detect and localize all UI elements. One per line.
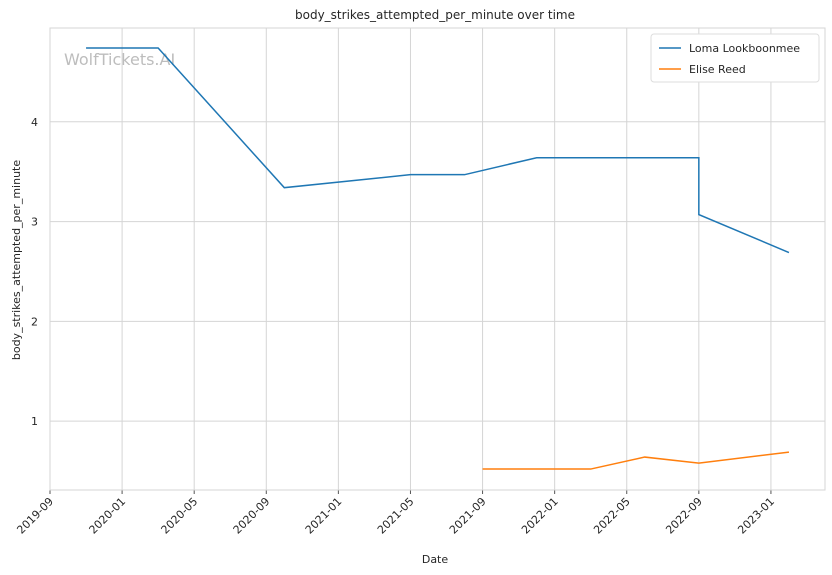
- series-line: [86, 47, 790, 254]
- x-tick-label: 2021-05: [375, 495, 417, 537]
- watermark: WolfTickets.AI: [64, 50, 175, 69]
- x-tick-label: 2020-01: [87, 495, 129, 537]
- y-axis-label: body_strikes_attempted_per_minute: [10, 160, 23, 360]
- y-tick-label: 4: [31, 116, 38, 129]
- legend-label: Elise Reed: [689, 63, 746, 76]
- y-tick-label: 2: [31, 315, 38, 328]
- x-tick-label: 2019-09: [14, 495, 56, 537]
- x-tick-label: 2020-05: [159, 495, 201, 537]
- x-axis-label: Date: [422, 553, 449, 566]
- legend-label: Loma Lookboonmee: [689, 42, 800, 55]
- series-line: [482, 451, 790, 470]
- x-tick-label: 2022-09: [663, 495, 705, 537]
- x-tick-label: 2023-01: [735, 495, 777, 537]
- y-tick-label: 3: [31, 216, 38, 229]
- x-tick-label: 2022-01: [519, 495, 561, 537]
- x-tick-label: 2022-05: [591, 495, 633, 537]
- x-tick-label: 2021-01: [303, 495, 345, 537]
- chart-title: body_strikes_attempted_per_minute over t…: [295, 8, 575, 22]
- x-tick-label: 2020-09: [231, 495, 273, 537]
- y-tick-label: 1: [31, 415, 38, 428]
- legend-box: [650, 33, 820, 83]
- x-tick-label: 2021-09: [447, 495, 489, 537]
- plot-frame: [49, 27, 826, 491]
